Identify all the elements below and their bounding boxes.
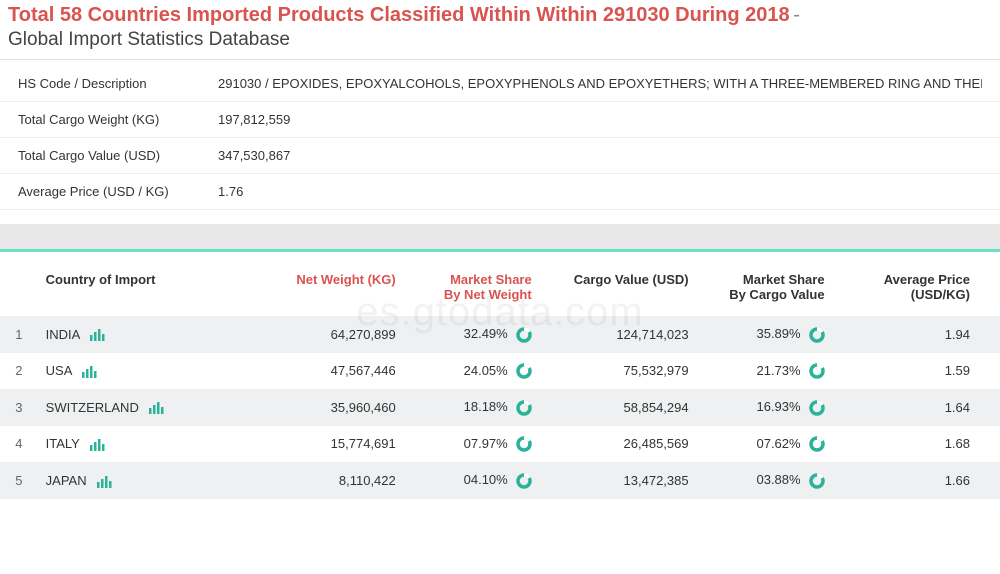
cell-avg-price: 1.94 bbox=[833, 316, 1000, 353]
summary-row: Total Cargo Value (USD) 347,530,867 bbox=[0, 138, 1000, 174]
cell-ms-value: 07.62% bbox=[697, 426, 833, 463]
bar-chart-icon[interactable] bbox=[81, 366, 97, 378]
table-header-row: Country of Import Net Weight (KG) Market… bbox=[0, 258, 1000, 316]
summary-row: Average Price (USD / KG) 1.76 bbox=[0, 174, 1000, 210]
cell-ms-value: 16.93% bbox=[697, 389, 833, 426]
cell-ms-value: 35.89% bbox=[697, 316, 833, 353]
summary-row: HS Code / Description 291030 / EPOXIDES,… bbox=[0, 66, 1000, 102]
table-row: 4ITALY 15,774,69107.97%26,485,56907.62%1… bbox=[0, 426, 1000, 463]
donut-chart-icon[interactable] bbox=[516, 436, 532, 452]
cell-avg-price: 1.68 bbox=[833, 426, 1000, 463]
cell-rank: 4 bbox=[0, 426, 38, 463]
cell-rank: 5 bbox=[0, 462, 38, 499]
donut-chart-icon[interactable] bbox=[516, 327, 532, 343]
title-separator: - bbox=[793, 4, 800, 26]
donut-chart-icon[interactable] bbox=[809, 363, 825, 379]
section-divider bbox=[0, 224, 1000, 252]
table-row: 2USA 47,567,44624.05%75,532,97921.73%1.5… bbox=[0, 353, 1000, 390]
import-data-table: Country of Import Net Weight (KG) Market… bbox=[0, 258, 1000, 499]
table-row: 5JAPAN 8,110,42204.10%13,472,38503.88%1.… bbox=[0, 462, 1000, 499]
col-ms-weight-l1: Market Share bbox=[450, 272, 532, 287]
summary-block: HS Code / Description 291030 / EPOXIDES,… bbox=[0, 66, 1000, 210]
cell-net-weight: 47,567,446 bbox=[247, 353, 404, 390]
bar-chart-icon[interactable] bbox=[148, 402, 164, 414]
bar-chart-icon[interactable] bbox=[96, 476, 112, 488]
col-country: Country of Import bbox=[38, 258, 247, 316]
cell-cargo-value: 13,472,385 bbox=[540, 462, 697, 499]
col-ms-weight-l2: By Net Weight bbox=[444, 287, 532, 302]
summary-label: Total Cargo Weight (KG) bbox=[18, 112, 218, 127]
col-rank bbox=[0, 258, 38, 316]
cell-net-weight: 15,774,691 bbox=[247, 426, 404, 463]
col-net-weight: Net Weight (KG) bbox=[247, 258, 404, 316]
cell-ms-weight: 32.49% bbox=[404, 316, 540, 353]
summary-label: Average Price (USD / KG) bbox=[18, 184, 218, 199]
summary-label: Total Cargo Value (USD) bbox=[18, 148, 218, 163]
donut-chart-icon[interactable] bbox=[516, 400, 532, 416]
col-market-share-value: Market Share By Cargo Value bbox=[697, 258, 833, 316]
cell-country: SWITZERLAND bbox=[38, 389, 247, 426]
cell-cargo-value: 124,714,023 bbox=[540, 316, 697, 353]
summary-value: 1.76 bbox=[218, 184, 982, 199]
cell-cargo-value: 75,532,979 bbox=[540, 353, 697, 390]
page-header: Total 58 Countries Imported Products Cla… bbox=[0, 0, 1000, 60]
cell-country: ITALY bbox=[38, 426, 247, 463]
cell-rank: 3 bbox=[0, 389, 38, 426]
donut-chart-icon[interactable] bbox=[809, 436, 825, 452]
cell-ms-value: 03.88% bbox=[697, 462, 833, 499]
cell-avg-price: 1.64 bbox=[833, 389, 1000, 426]
cell-avg-price: 1.59 bbox=[833, 353, 1000, 390]
donut-chart-icon[interactable] bbox=[809, 400, 825, 416]
bar-chart-icon[interactable] bbox=[89, 329, 105, 341]
col-cargo-value: Cargo Value (USD) bbox=[540, 258, 697, 316]
cell-country: INDIA bbox=[38, 316, 247, 353]
col-market-share-weight: Market Share By Net Weight bbox=[404, 258, 540, 316]
donut-chart-icon[interactable] bbox=[809, 327, 825, 343]
cell-cargo-value: 58,854,294 bbox=[540, 389, 697, 426]
cell-ms-value: 21.73% bbox=[697, 353, 833, 390]
page-title: Total 58 Countries Imported Products Cla… bbox=[8, 4, 790, 26]
cell-country: JAPAN bbox=[38, 462, 247, 499]
cell-ms-weight: 24.05% bbox=[404, 353, 540, 390]
table-row: 1INDIA 64,270,89932.49%124,714,02335.89%… bbox=[0, 316, 1000, 353]
summary-value: 291030 / EPOXIDES, EPOXYALCOHOLS, EPOXYP… bbox=[218, 76, 982, 91]
cell-rank: 2 bbox=[0, 353, 38, 390]
summary-label: HS Code / Description bbox=[18, 76, 218, 91]
donut-chart-icon[interactable] bbox=[809, 473, 825, 489]
cell-ms-weight: 18.18% bbox=[404, 389, 540, 426]
cell-country: USA bbox=[38, 353, 247, 390]
cell-avg-price: 1.66 bbox=[833, 462, 1000, 499]
cell-ms-weight: 04.10% bbox=[404, 462, 540, 499]
cell-net-weight: 64,270,899 bbox=[247, 316, 404, 353]
table-row: 3SWITZERLAND 35,960,46018.18%58,854,2941… bbox=[0, 389, 1000, 426]
summary-row: Total Cargo Weight (KG) 197,812,559 bbox=[0, 102, 1000, 138]
cell-ms-weight: 07.97% bbox=[404, 426, 540, 463]
page-subtitle: Global Import Statistics Database bbox=[8, 29, 992, 51]
cell-cargo-value: 26,485,569 bbox=[540, 426, 697, 463]
donut-chart-icon[interactable] bbox=[516, 363, 532, 379]
col-ms-value-l2: By Cargo Value bbox=[729, 287, 824, 302]
bar-chart-icon[interactable] bbox=[89, 439, 105, 451]
summary-value: 347,530,867 bbox=[218, 148, 982, 163]
donut-chart-icon[interactable] bbox=[516, 473, 532, 489]
summary-value: 197,812,559 bbox=[218, 112, 982, 127]
col-ms-value-l1: Market Share bbox=[743, 272, 825, 287]
cell-net-weight: 35,960,460 bbox=[247, 389, 404, 426]
col-avg-price: Average Price (USD/KG) bbox=[833, 258, 1000, 316]
cell-net-weight: 8,110,422 bbox=[247, 462, 404, 499]
cell-rank: 1 bbox=[0, 316, 38, 353]
